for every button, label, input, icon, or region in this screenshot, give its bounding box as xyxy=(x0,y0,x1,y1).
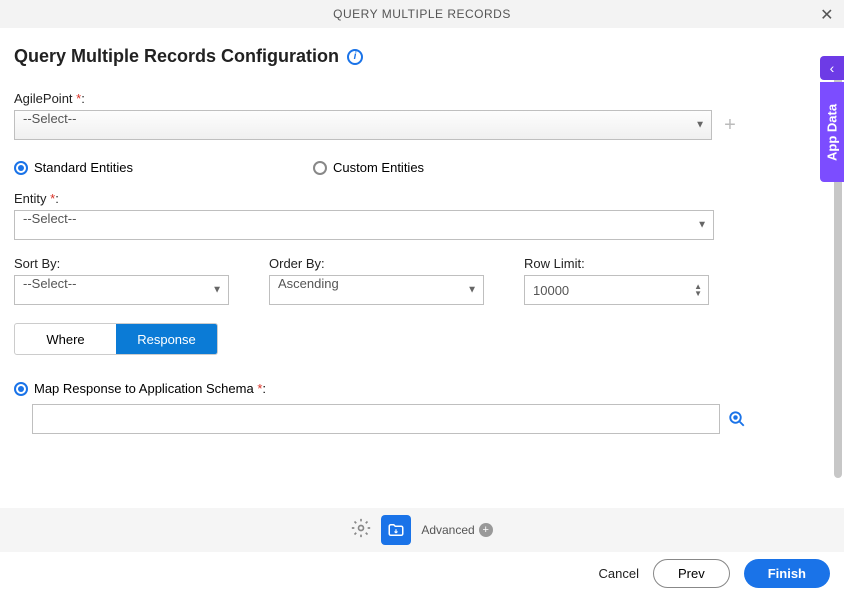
standard-entities-radio[interactable]: Standard Entities xyxy=(14,160,133,175)
order-by-field: Order By: Ascending ▼ xyxy=(269,256,484,305)
chevron-down-icon: ▼ xyxy=(695,120,705,131)
advanced-toggle[interactable]: Advanced + xyxy=(421,523,492,537)
sort-by-select[interactable]: --Select-- ▼ xyxy=(14,275,229,305)
custom-entities-radio[interactable]: Custom Entities xyxy=(313,160,424,175)
page-title: Query Multiple Records Configuration i xyxy=(14,46,830,67)
close-icon[interactable]: ✕ xyxy=(820,5,834,25)
row-limit-field: Row Limit: 10000 ▲▼ xyxy=(524,256,709,305)
agilepoint-row: AgilePoint *: --Select-- ▼ + xyxy=(14,91,740,140)
finish-button[interactable]: Finish xyxy=(744,559,830,588)
sort-order-limit-row: Sort By: --Select-- ▼ Order By: Ascendin… xyxy=(14,256,714,305)
standard-entities-label: Standard Entities xyxy=(34,160,133,175)
sort-by-field: Sort By: --Select-- ▼ xyxy=(14,256,229,305)
sort-by-value: --Select-- xyxy=(23,276,76,291)
radio-selected-icon[interactable] xyxy=(14,382,28,396)
radio-unselected-icon xyxy=(313,161,327,175)
agilepoint-label-text: AgilePoint xyxy=(14,91,73,106)
entity-label: Entity *: xyxy=(14,191,714,206)
add-agilepoint-button[interactable]: + xyxy=(720,115,740,135)
chevron-down-icon: ▼ xyxy=(467,285,477,296)
entity-type-radio-group: Standard Entities Custom Entities xyxy=(14,160,830,175)
row-limit-label: Row Limit: xyxy=(524,256,709,271)
cancel-button[interactable]: Cancel xyxy=(599,566,639,581)
map-response-row: Map Response to Application Schema *: xyxy=(14,381,830,396)
map-response-input-row xyxy=(14,404,746,434)
order-by-label: Order By: xyxy=(269,256,484,271)
info-icon[interactable]: i xyxy=(347,49,363,65)
schema-search-icon[interactable] xyxy=(728,410,746,428)
agilepoint-field: AgilePoint *: --Select-- ▼ xyxy=(14,91,712,140)
where-response-tabs: Where Response xyxy=(14,323,218,355)
chevron-down-icon: ▼ xyxy=(697,220,707,231)
required-mark: * xyxy=(257,381,262,396)
map-response-label: Map Response to Application Schema *: xyxy=(34,381,266,396)
map-response-label-text: Map Response to Application Schema xyxy=(34,381,254,396)
entity-select[interactable]: --Select-- ▼ xyxy=(14,210,714,240)
content-area: Query Multiple Records Configuration i A… xyxy=(0,28,844,508)
folder-export-button[interactable] xyxy=(381,515,411,545)
required-mark: * xyxy=(50,191,55,206)
row-limit-input[interactable]: 10000 ▲▼ xyxy=(524,275,709,305)
advanced-label: Advanced xyxy=(421,523,474,537)
entity-row: Entity *: --Select-- ▼ xyxy=(14,191,714,240)
gear-icon[interactable] xyxy=(351,518,371,543)
number-spinner-icon[interactable]: ▲▼ xyxy=(694,283,702,297)
entity-select-value: --Select-- xyxy=(23,211,76,226)
dialog-title: QUERY MULTIPLE RECORDS xyxy=(333,7,511,21)
order-by-value: Ascending xyxy=(278,276,339,291)
row-limit-value: 10000 xyxy=(533,283,569,298)
sort-by-label: Sort By: xyxy=(14,256,229,271)
required-mark: * xyxy=(76,91,81,106)
footer-toolbar: Advanced + xyxy=(0,508,844,552)
app-data-label-text: App Data xyxy=(825,103,840,160)
agilepoint-select-value: --Select-- xyxy=(23,111,76,126)
app-data-expand-button[interactable]: ‹ xyxy=(820,56,844,80)
agilepoint-select[interactable]: --Select-- ▼ xyxy=(14,110,712,140)
map-response-input[interactable] xyxy=(32,404,720,434)
dialog-header: QUERY MULTIPLE RECORDS ✕ xyxy=(0,0,844,28)
page-title-text: Query Multiple Records Configuration xyxy=(14,46,339,67)
tab-where[interactable]: Where xyxy=(15,324,116,354)
entity-label-text: Entity xyxy=(14,191,47,206)
agilepoint-label: AgilePoint *: xyxy=(14,91,712,106)
dialog-button-row: Cancel Prev Finish xyxy=(599,559,830,588)
plus-circle-icon: + xyxy=(479,523,493,537)
custom-entities-label: Custom Entities xyxy=(333,160,424,175)
radio-selected-icon xyxy=(14,161,28,175)
prev-button[interactable]: Prev xyxy=(653,559,730,588)
app-data-panel-tab[interactable]: App Data xyxy=(820,82,844,182)
tab-response[interactable]: Response xyxy=(116,324,217,354)
order-by-select[interactable]: Ascending ▼ xyxy=(269,275,484,305)
chevron-down-icon: ▼ xyxy=(212,285,222,296)
